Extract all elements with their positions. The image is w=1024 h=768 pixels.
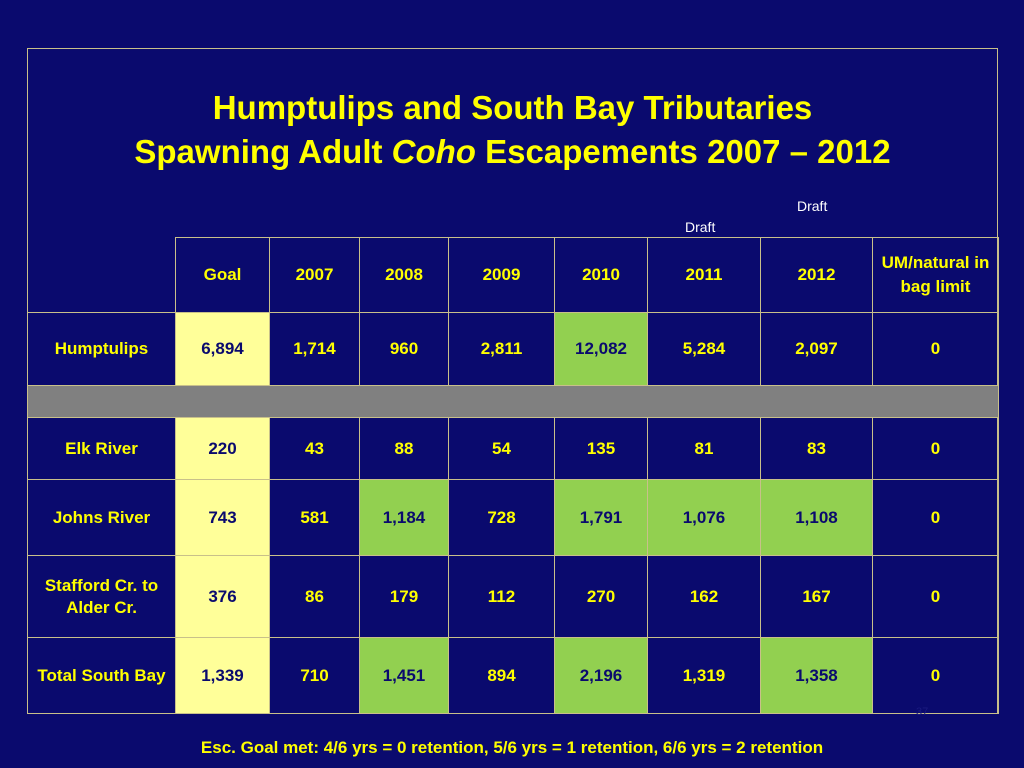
row-label-stafford-alder: Stafford Cr. to Alder Cr. xyxy=(27,555,176,638)
table-row: Elk River 220 43 88 54 135 81 83 0 xyxy=(27,417,999,480)
title-line-2-coho: Coho xyxy=(391,133,476,170)
cell-2012: 2,097 xyxy=(760,312,873,386)
cell-2012: 83 xyxy=(760,417,873,480)
header-um-natural: UM/natural in bag limit xyxy=(872,237,999,313)
cell-2009: 2,811 xyxy=(448,312,555,386)
title-line-1: Humptulips and South Bay Tributaries xyxy=(212,89,813,126)
cell-2007: 43 xyxy=(269,417,360,480)
title-line-2-pre: Spawning Adult xyxy=(134,133,392,170)
header-2011: 2011 xyxy=(647,237,761,313)
header-corner xyxy=(28,238,176,313)
slide-number: 37 xyxy=(916,706,929,718)
table-row: Johns River 743 581 1,184 728 1,791 1,07… xyxy=(27,479,999,556)
header-row: Goal 2007 2008 2009 2010 2011 2012 UM/na… xyxy=(28,237,999,313)
header-2009: 2009 xyxy=(448,237,555,313)
cell-2010: 2,196 xyxy=(554,637,648,714)
cell-2011: 1,076 xyxy=(647,479,761,556)
escapement-table: Goal 2007 2008 2009 2010 2011 2012 UM/na… xyxy=(27,237,999,714)
draft-label-2011: Draft xyxy=(685,219,716,235)
cell-2007: 581 xyxy=(269,479,360,556)
cell-2011: 5,284 xyxy=(647,312,761,386)
cell-2008: 960 xyxy=(359,312,449,386)
cell-2008: 179 xyxy=(359,555,449,638)
cell-goal: 6,894 xyxy=(175,312,270,386)
cell-2009: 54 xyxy=(448,417,555,480)
cell-2011: 81 xyxy=(647,417,761,480)
cell-2011: 162 xyxy=(647,555,761,638)
cell-2009: 894 xyxy=(448,637,555,714)
row-label-humptulips: Humptulips xyxy=(27,312,176,386)
cell-2012: 1,108 xyxy=(760,479,873,556)
cell-2010: 135 xyxy=(554,417,648,480)
header-2008: 2008 xyxy=(359,237,449,313)
cell-2010: 12,082 xyxy=(554,312,648,386)
cell-goal: 1,339 xyxy=(175,637,270,714)
cell-2007: 1,714 xyxy=(269,312,360,386)
cell-2009: 728 xyxy=(448,479,555,556)
footer-note: Esc. Goal met: 4/6 yrs = 0 retention, 5/… xyxy=(200,738,824,757)
cell-2007: 710 xyxy=(269,637,360,714)
cell-um-natural: 0 xyxy=(872,555,999,638)
row-label-johns-river: Johns River xyxy=(27,479,176,556)
row-label-elk-river: Elk River xyxy=(27,417,176,480)
cell-2009: 112 xyxy=(448,555,555,638)
cell-2012: 1,358 xyxy=(760,637,873,714)
cell-2007: 86 xyxy=(269,555,360,638)
table-row: Humptulips 6,894 1,714 960 2,811 12,082 … xyxy=(27,312,999,386)
title-line-2: Spawning Adult Coho Escapements 2007 – 2… xyxy=(27,130,998,174)
cell-2011: 1,319 xyxy=(647,637,761,714)
header-goal: Goal xyxy=(175,237,270,313)
cell-2010: 1,791 xyxy=(554,479,648,556)
cell-2010: 270 xyxy=(554,555,648,638)
cell-2008: 1,451 xyxy=(359,637,449,714)
cell-um-natural: 0 xyxy=(872,312,999,386)
title-line-2-post: Escapements 2007 – 2012 xyxy=(475,133,891,170)
header-2007: 2007 xyxy=(269,237,360,313)
table-row: Total South Bay 1,339 710 1,451 894 2,19… xyxy=(27,637,999,714)
cell-2008: 88 xyxy=(359,417,449,480)
cell-goal: 376 xyxy=(175,555,270,638)
header-2010: 2010 xyxy=(554,237,648,313)
header-2012: 2012 xyxy=(760,237,873,313)
cell-goal: 743 xyxy=(175,479,270,556)
separator-cell xyxy=(27,385,999,418)
slide-title: Humptulips and South Bay Tributaries Spa… xyxy=(27,86,998,174)
cell-2008: 1,184 xyxy=(359,479,449,556)
separator-row xyxy=(27,385,999,418)
cell-um-natural: 0 xyxy=(872,417,999,480)
cell-um-natural: 0 xyxy=(872,479,999,556)
cell-goal: 220 xyxy=(175,417,270,480)
cell-um-natural: 0 xyxy=(872,637,999,714)
row-label-total-south-bay: Total South Bay xyxy=(27,637,176,714)
cell-2012: 167 xyxy=(760,555,873,638)
draft-label-2012: Draft xyxy=(797,198,828,214)
table-row: Stafford Cr. to Alder Cr. 376 86 179 112… xyxy=(27,555,999,638)
